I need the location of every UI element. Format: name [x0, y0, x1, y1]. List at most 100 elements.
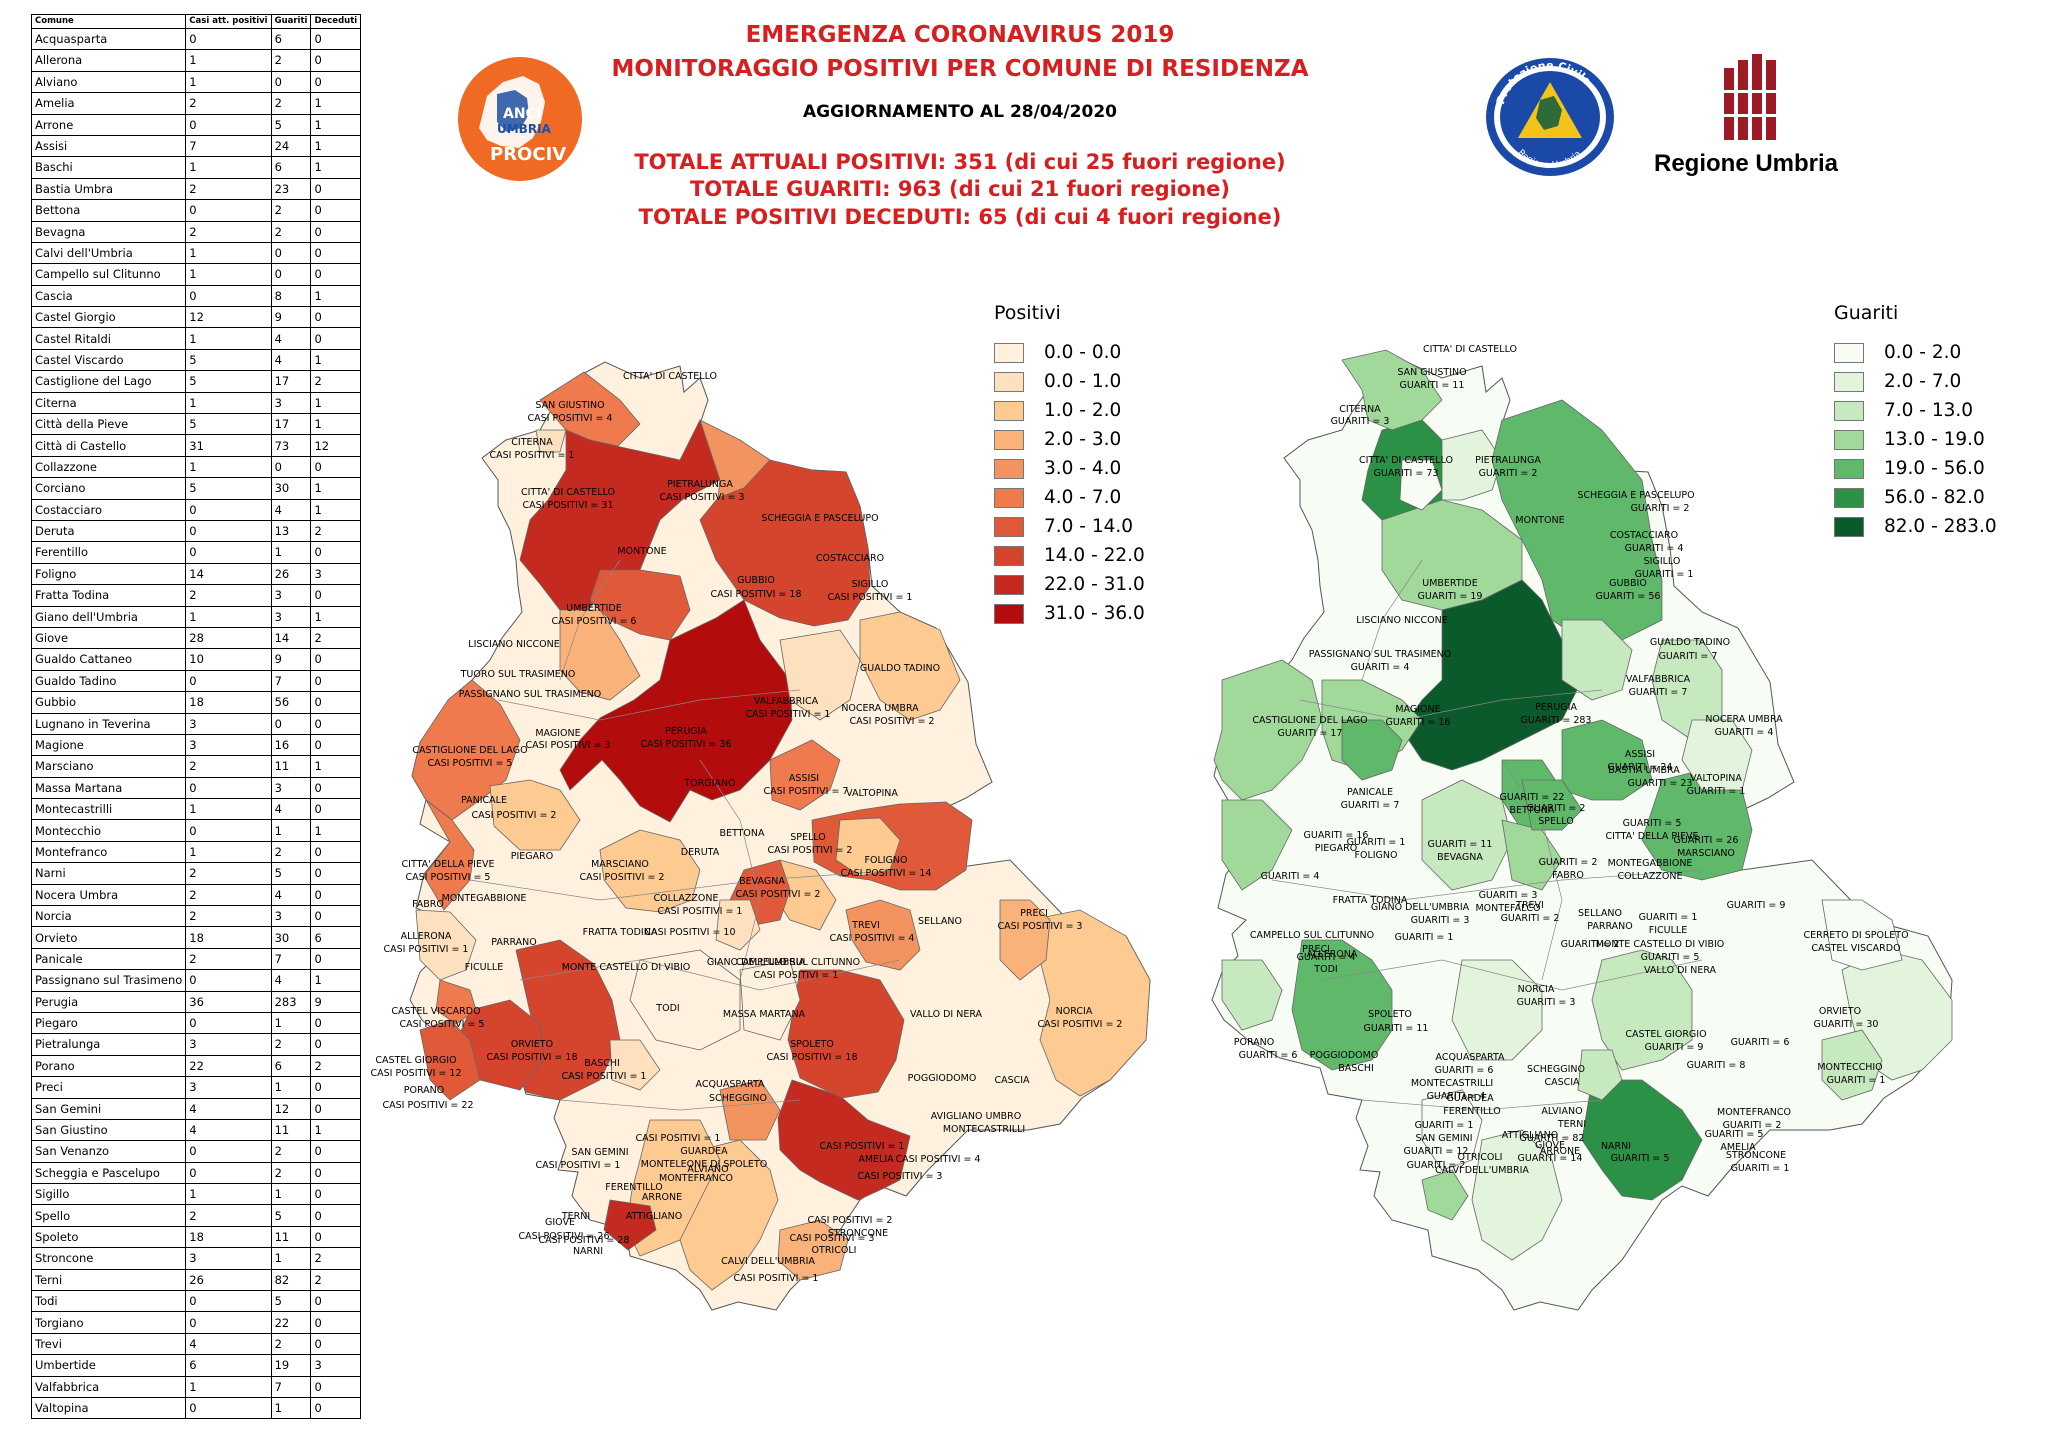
guariti-map-label: GUARITI = 1 [1395, 932, 1454, 943]
protezione-civile-logo: Protezione Civile Regione Umbria [1486, 58, 1614, 176]
positivi-map-label: CASTEL GIORGIO [375, 1055, 456, 1066]
cell-guariti: 14 [270, 626, 312, 650]
positivi-map-label: POGGIODOMO [908, 1073, 977, 1084]
guariti-map-label: GUARITI = 3 [1331, 416, 1390, 427]
table-row: Terni 26 82 2 [30, 1268, 362, 1292]
regione-umbria-emblem [1722, 54, 1780, 142]
guariti-map-label: MONTEGABBIONE [1608, 858, 1693, 869]
guariti-map-label: GUARITI = 1 [1347, 837, 1406, 848]
positivi-map-label: GIOVE [545, 1217, 575, 1228]
positivi-map-label: FABRO [412, 899, 444, 910]
guariti-map-label: GUARITI = 16 [1386, 717, 1451, 728]
positivi-map-label: FRATTA TODINA [583, 927, 658, 938]
positivi-municipality-spoleto [787, 969, 905, 1099]
guariti-legend-swatch [1834, 371, 1864, 392]
guariti-map-label: BASCHI [1338, 1063, 1374, 1074]
cell-guariti: 13 [270, 519, 312, 543]
table-row: Baschi 1 6 1 [30, 156, 362, 179]
cell-deceduti: 0 [310, 327, 362, 350]
cell-deceduti: 2 [310, 370, 362, 393]
positivi-map-label: GUALDO TADINO [860, 663, 940, 674]
cell-deceduti: 0 [310, 776, 362, 800]
cell-guariti: 22 [270, 1311, 312, 1334]
positivi-municipality-citerna [535, 429, 567, 453]
cell-guariti: 73 [270, 434, 312, 457]
positivi-map-label: MONTECASTRILLI [943, 1124, 1025, 1135]
positivi-legend-item: 0.0 - 0.0 [994, 338, 1145, 367]
guariti-map-label: ACQUASPARTA [1435, 1052, 1505, 1063]
guariti-map-label: GUALDO TADINO [1650, 637, 1730, 648]
guariti-map-label: SCHEGGIA E PASCELUPO [1577, 490, 1694, 501]
guariti-map-label: SPELLO [1538, 816, 1574, 827]
positivi-municipality-castiglione-del-lago [411, 679, 521, 821]
positivi-map-label: TUORO SUL TRASIMENO [460, 669, 576, 680]
guariti-legend-item: 2.0 - 7.0 [1834, 367, 1997, 396]
table-header-row: Comune Casi att. positivi Guariti Decedu… [30, 14, 362, 29]
guariti-municipality-san-giustino [1341, 349, 1443, 431]
positivi-map-label: PIETRALUNGA [667, 479, 733, 490]
positivi-map-label: VALTOPINA [846, 788, 898, 799]
table-row: Alviano 1 0 0 [30, 70, 362, 94]
positivi-map-label: GUARDEA [680, 1146, 728, 1157]
cell-guariti: 0 [270, 455, 312, 479]
positivi-map-label: PORANO [404, 1085, 445, 1096]
guariti-map-label: PRECI [1302, 944, 1330, 955]
guariti-map-label: PIETRALUNGA [1475, 455, 1541, 466]
positivi-map-label: STRONCONE [828, 1228, 888, 1239]
guariti-map-label: GUARITI = 2 [1723, 1120, 1782, 1131]
positivi-map-label: SELLANO [918, 916, 962, 927]
positivi-municipality-spello [835, 817, 901, 877]
guariti-map-label: CASTEL GIORGIO [1625, 1029, 1706, 1040]
cell-guariti: 2 [270, 1033, 312, 1056]
positivi-map-label: CALVI DELL'UMBRIA [721, 1256, 815, 1267]
guariti-municipality-torgiano [1521, 779, 1583, 831]
table-row: Stroncone 3 1 2 [30, 1247, 362, 1270]
cell-guariti: 1 [270, 1396, 312, 1420]
guariti-map-label: UMBERTIDE [1422, 578, 1478, 589]
positivi-legend-label: 31.0 - 36.0 [1044, 603, 1145, 624]
table-row: Perugia 36 283 9 [30, 990, 362, 1013]
positivi-map-label: GIANO DELL'UMBRIA [707, 957, 806, 968]
guariti-map-label: LISCIANO NICCONE [1356, 615, 1447, 626]
positivi-map-label: MASSA MARTANA [723, 1009, 806, 1020]
positivi-map-label: AVIGLIANO UMBRO [931, 1111, 1022, 1122]
cell-deceduti: 0 [310, 241, 362, 265]
cell-comune: Castiglione del Lago [30, 370, 187, 393]
positivi-municipality-magione [559, 609, 641, 701]
cell-guariti: 23 [270, 177, 312, 201]
positivi-map-label: ALLERONA [401, 931, 452, 942]
positivi-municipality-assisi [769, 739, 841, 811]
legend-guariti: Guariti 0.0 - 2.0 2.0 - 7.0 7.0 - 13.0 13.0… [1834, 302, 1997, 541]
table-row: Umbertide 6 19 3 [30, 1354, 362, 1377]
positivi-map-label: CASI POSITIVI = 3 [858, 1171, 943, 1182]
guariti-map-label: CASTEL VISCARDO [1811, 943, 1900, 954]
cell-comune: Massa Martana [30, 776, 187, 800]
guariti-map-label: COSTACCIARO [1610, 530, 1678, 541]
positivi-legend-item: 14.0 - 22.0 [994, 541, 1145, 570]
cell-comune: Gualdo Cattaneo [30, 648, 187, 671]
guariti-map-label: MONTECASTRILLI [1411, 1078, 1493, 1089]
guariti-map-label: MONTECCHIO [1817, 1062, 1882, 1073]
guariti-map-label: ORVIETO [1819, 1006, 1861, 1017]
guariti-map-label: SAN GIUSTINO [1397, 367, 1466, 378]
guariti-map-label: PORANO [1234, 1037, 1275, 1048]
positivi-map-label: CASI POSITIVI = 1 [562, 1071, 647, 1082]
guariti-legend-item: 82.0 - 283.0 [1834, 512, 1997, 541]
positivi-map-label: UMBERTIDE [566, 603, 622, 614]
regione-umbria-text: Regione Umbria [1654, 150, 1839, 177]
table-row: Torgiano 0 22 0 [30, 1311, 362, 1334]
guariti-map-label: ALVIANO [1541, 1106, 1582, 1117]
guariti-map-label: GUARITI = 73 [1374, 468, 1439, 479]
guariti-legend-item: 13.0 - 19.0 [1834, 425, 1997, 454]
guariti-map-label: SELLANO [1578, 908, 1622, 919]
table-row: Montefranco 1 2 0 [30, 840, 362, 864]
guariti-map-label: BETTONA [1509, 805, 1555, 816]
guariti-map-label: GUARITI = 2 [1539, 857, 1598, 868]
guariti-map-label: MARSCIANO [1677, 848, 1735, 859]
positivi-legend-item: 7.0 - 14.0 [994, 512, 1145, 541]
positivi-map-label: CASI POSITIVI = 2 [1038, 1019, 1123, 1030]
guariti-map-label: SAN GEMINI [1415, 1133, 1472, 1144]
guariti-legend-label: 56.0 - 82.0 [1884, 487, 1985, 508]
regione-umbria-logo: Regione Umbria [1640, 50, 1880, 180]
positivi-map-label: ATTIGLIANO [626, 1211, 683, 1222]
